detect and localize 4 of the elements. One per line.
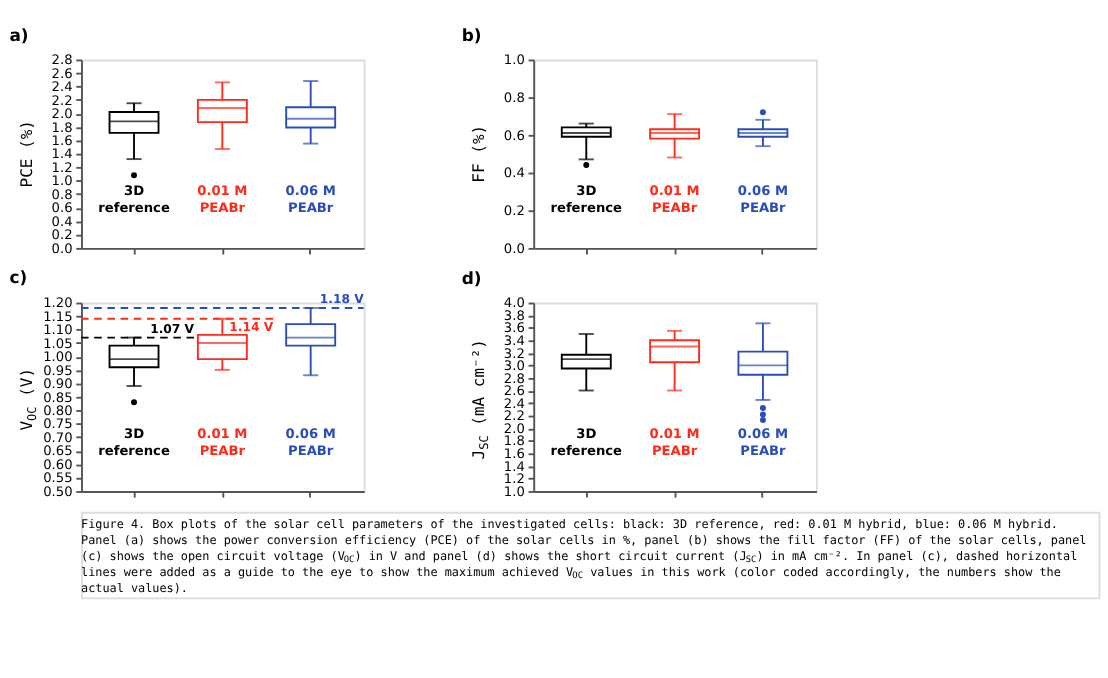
- chart-title: c): [9, 266, 28, 287]
- chart-title: d): [461, 267, 482, 288]
- chart-title: b): [461, 24, 482, 45]
- chart-title: a): [9, 24, 29, 45]
